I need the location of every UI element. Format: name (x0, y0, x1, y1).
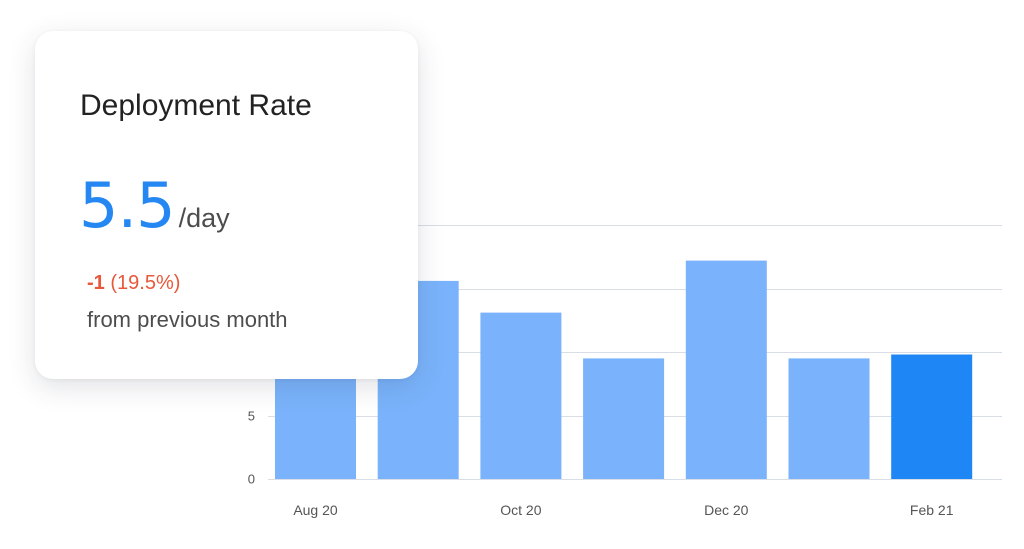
metric-readout: 5.5/day (79, 169, 230, 242)
change-indicator: -1 (19.5%) (87, 272, 180, 295)
change-absolute: -1 (87, 272, 105, 294)
metric-value: 5.5 (79, 169, 176, 242)
change-caption: from previous month (87, 307, 288, 332)
y-tick-label: 5 (248, 409, 255, 424)
card-title: Deployment Rate (80, 89, 312, 122)
bar-jan-21 (788, 358, 870, 479)
bar-feb-21 (891, 354, 973, 479)
x-tick-label: Aug 20 (293, 502, 338, 518)
metric-card: Deployment Rate 5.5/day -1 (19.5%) from … (35, 31, 418, 379)
x-tick-label: Feb 21 (910, 502, 954, 518)
bar-nov-20 (583, 358, 665, 479)
metric-unit: /day (178, 203, 230, 233)
bar-dec-20 (685, 260, 767, 479)
bar-oct-20 (480, 312, 562, 479)
chart-y-tick-labels: 05 (248, 409, 255, 487)
chart-bars (275, 260, 973, 479)
x-tick-label: Oct 20 (500, 502, 541, 518)
change-percent: (19.5%) (110, 272, 181, 294)
bar-aug-20 (275, 377, 356, 479)
chart-x-tick-labels: Aug 20 Oct 20 Dec 20 Feb 21 (293, 502, 953, 518)
x-tick-label: Dec 20 (704, 502, 749, 518)
y-tick-label: 0 (248, 472, 255, 487)
